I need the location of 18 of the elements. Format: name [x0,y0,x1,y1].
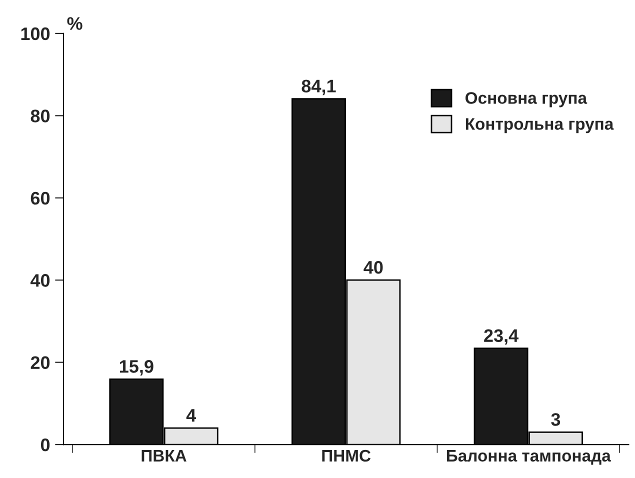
data-label: 4 [186,409,196,422]
data-label: 84,1 [302,80,336,96]
y-tick-label: 0 [40,438,50,452]
x-tick-label: ПНМС [322,450,371,462]
y-tick-label: 100 [21,27,50,40]
data-label: 3 [551,413,560,426]
legend-label: Контрольна група [466,118,614,134]
x-tick-label: Балонна тампонада [446,450,611,465]
y-axis-title: % [67,17,82,30]
x-tick-label: ПВКА [142,450,186,462]
legend-label: Основна група [466,92,588,108]
y-tick-label: 60 [30,192,50,205]
data-label: 23,4 [484,329,519,345]
data-label: 40 [364,260,383,274]
y-tick-label: 20 [30,356,50,370]
data-label: 15,9 [120,360,154,376]
y-tick-label: 40 [30,274,50,287]
y-tick-label: 80 [30,110,50,122]
